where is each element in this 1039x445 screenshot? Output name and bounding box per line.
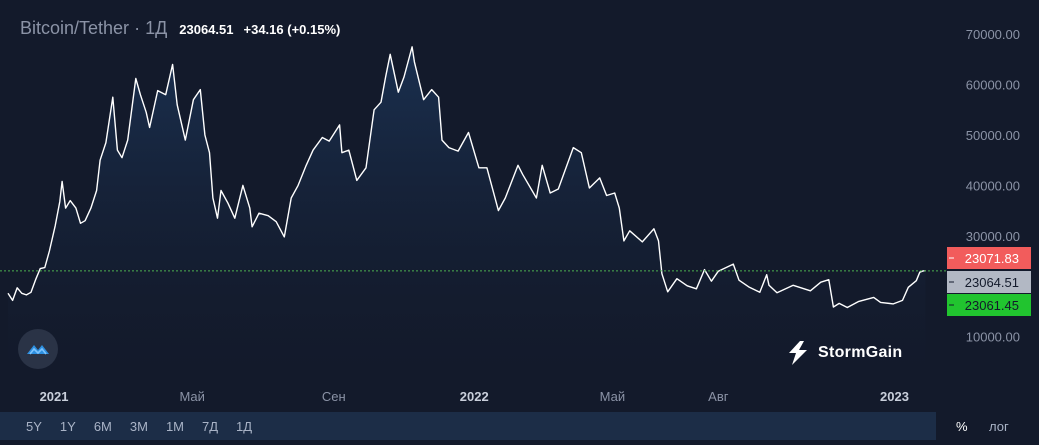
- percent-scale-toggle[interactable]: %: [956, 419, 968, 434]
- price-tag-ask: 23071.83: [947, 247, 1031, 269]
- price-tag-label: 23071.83: [965, 251, 1019, 266]
- price-tag-bg: [947, 294, 1031, 316]
- range-5y[interactable]: 5Y: [26, 418, 42, 434]
- chart-header: Bitcoin/Tether · 1Д 23064.51 +34.16 (+0.…: [20, 18, 340, 39]
- range-1d[interactable]: 1Д: [236, 418, 253, 434]
- range-1y[interactable]: 1Y: [59, 418, 76, 434]
- range-selector: 5Y 1Y 6M 3M 1M 7Д 1Д: [0, 412, 936, 440]
- price-tag-label: 23064.51: [965, 275, 1019, 290]
- lightning-icon: [789, 341, 807, 365]
- symbol-label: Bitcoin/Tether: [20, 18, 130, 38]
- x-tick-label: Сен: [322, 389, 346, 404]
- timeframe-label: 1Д: [145, 18, 168, 38]
- series-area: [8, 46, 926, 373]
- x-tick-label: Май: [600, 389, 625, 404]
- price-tag-bg: [947, 247, 1031, 269]
- stormgain-watermark: StormGain: [786, 340, 903, 366]
- header-separator: ·: [134, 18, 141, 38]
- range-6m[interactable]: 6M: [93, 418, 112, 434]
- y-tick-label: 40000.00: [966, 178, 1020, 193]
- price-tag-last: 23064.51: [947, 271, 1031, 293]
- series-line: [7, 46, 926, 309]
- current-price: 23064.51: [179, 22, 234, 37]
- range-7d[interactable]: 7Д: [202, 418, 219, 434]
- price-tag-bg: [947, 271, 1031, 293]
- price-chart[interactable]: 10000.0020000.0030000.0040000.0050000.00…: [0, 0, 1039, 412]
- x-tick-label: 2021: [40, 389, 69, 404]
- y-tick-label: 70000.00: [966, 27, 1020, 42]
- price-change: +34.16 (+0.15%): [243, 22, 341, 37]
- x-tick-label: Май: [179, 389, 204, 404]
- price-tag-label: 23061.45: [965, 298, 1019, 313]
- stormgain-badge-icon: [18, 329, 58, 369]
- y-tick-label: 50000.00: [966, 128, 1020, 143]
- y-tick-label: 60000.00: [966, 78, 1020, 93]
- y-tick-label: 30000.00: [966, 229, 1020, 244]
- x-tick-label: Авг: [708, 389, 729, 404]
- y-tick-label: 10000.00: [966, 330, 1020, 345]
- x-tick-label: 2023: [880, 389, 909, 404]
- x-tick-label: 2022: [460, 389, 489, 404]
- log-scale-toggle[interactable]: лог: [989, 419, 1009, 434]
- price-tag-bid: 23061.45: [947, 294, 1031, 316]
- range-1m[interactable]: 1M: [165, 418, 184, 434]
- watermark-text: StormGain: [818, 344, 903, 361]
- range-3m[interactable]: 3M: [129, 418, 148, 434]
